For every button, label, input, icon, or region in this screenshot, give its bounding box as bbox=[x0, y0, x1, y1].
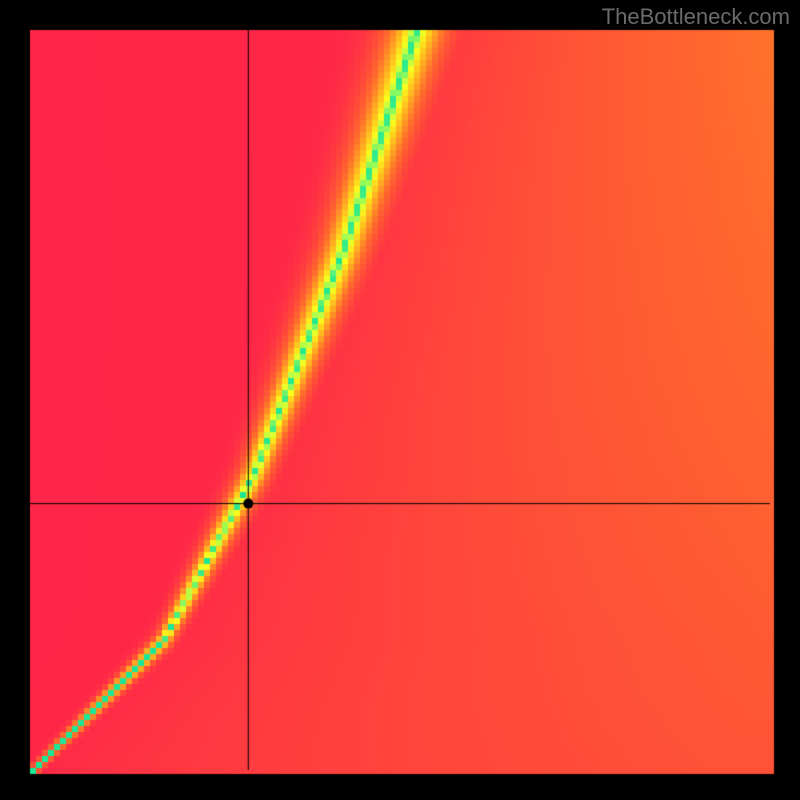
heatmap-canvas bbox=[0, 0, 800, 800]
chart-container: TheBottleneck.com bbox=[0, 0, 800, 800]
watermark-text: TheBottleneck.com bbox=[602, 4, 790, 30]
